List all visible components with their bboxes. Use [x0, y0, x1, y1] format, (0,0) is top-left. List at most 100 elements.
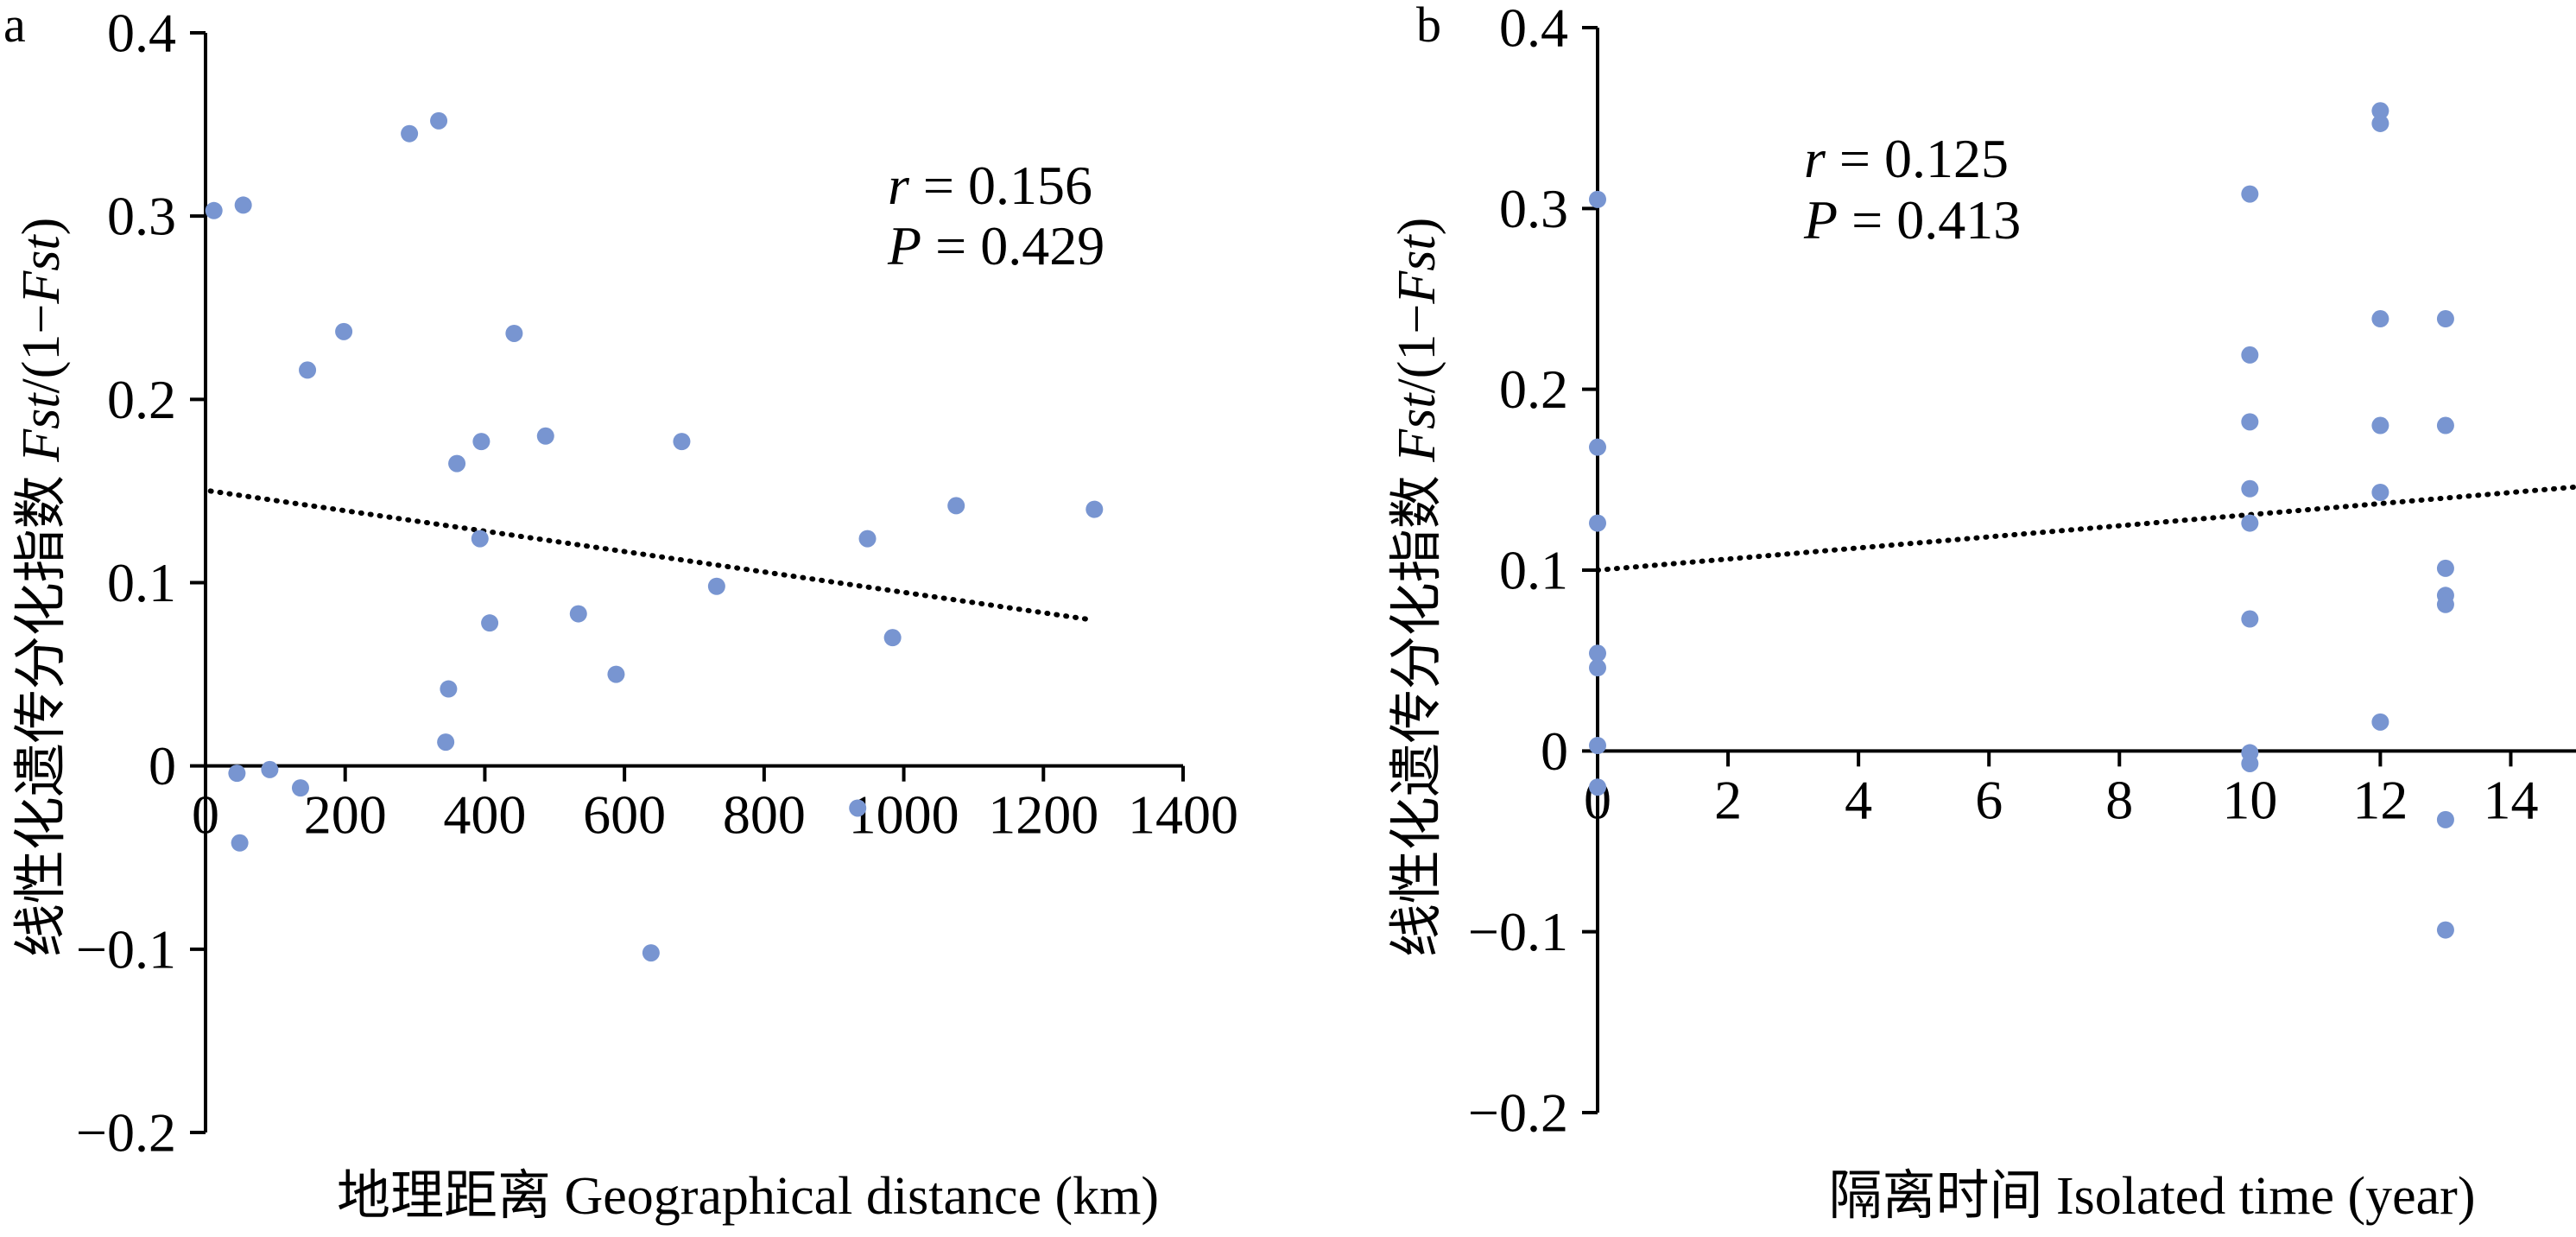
stat-symbol: r	[888, 155, 910, 216]
x-tick-label: 800	[723, 784, 806, 846]
data-point	[401, 124, 419, 143]
stat-annotation: P = 0.429	[887, 215, 1104, 276]
y-axis-label: 线性化遗传分化指数 Fst/(1−Fst)	[1388, 218, 1446, 957]
data-point	[2371, 416, 2389, 435]
data-point	[261, 760, 279, 778]
stat-value: = 0.156	[909, 155, 1092, 216]
data-point	[1589, 644, 1606, 663]
stat-annotation: P = 0.413	[1803, 189, 2021, 251]
data-point	[2371, 483, 2389, 501]
x-tick-label: 0	[192, 784, 219, 846]
data-point	[673, 433, 691, 451]
data-point	[2371, 102, 2389, 120]
y-axis-label-part: Fst	[12, 234, 71, 305]
y-tick-label: 0	[149, 735, 176, 796]
y-axis-label-part: Fst	[1388, 234, 1446, 305]
data-point	[291, 779, 309, 797]
data-point	[2436, 921, 2454, 939]
data-point	[1085, 500, 1104, 518]
x-tick-label: 1400	[1128, 784, 1238, 846]
data-point	[481, 614, 499, 632]
x-tick-label: 1000	[849, 784, 959, 846]
data-point	[707, 577, 725, 595]
x-axis-label: 隔离时间 Isolated time (year)	[1829, 1167, 2476, 1226]
data-point	[2241, 346, 2259, 364]
data-point	[569, 605, 587, 623]
x-tick-label: 200	[304, 784, 387, 846]
y-tick-label: 0.2	[107, 369, 176, 430]
y-tick-label: 0.4	[1499, 0, 1568, 59]
data-point	[2436, 810, 2454, 828]
data-point	[1589, 737, 1606, 755]
x-tick-label: 6	[1975, 769, 2003, 830]
scatter-series	[205, 111, 1104, 962]
data-point	[2436, 416, 2454, 435]
data-point	[2241, 185, 2259, 203]
data-point	[472, 433, 491, 451]
y-axis-label-part: 线性化遗传分化指数	[1388, 462, 1446, 958]
y-tick-label: 0.3	[1499, 178, 1568, 239]
stat-value: = 0.413	[1838, 189, 2021, 251]
x-tick-label: 600	[583, 784, 666, 846]
data-point	[228, 764, 246, 783]
data-point	[536, 427, 554, 445]
data-point	[231, 834, 249, 852]
y-tick-label: 0.1	[107, 552, 176, 613]
y-axis-label-part: /(1−	[1388, 304, 1446, 394]
stat-symbol: r	[1804, 128, 1826, 189]
x-tick-label: 2	[1714, 769, 1742, 830]
panel-label: b	[1416, 0, 1441, 53]
stat-annotation: r = 0.125	[1804, 128, 2009, 189]
data-point	[642, 944, 660, 962]
trend-line	[207, 488, 1092, 622]
panel-b: b 0.4 0.3 0.2 0.1 0 −0.1 −0.2 0 2 4 6 8 10 12 14 线性化遗传分化…	[1388, 0, 2576, 1226]
data-point	[2241, 479, 2259, 498]
y-axis-label-part: /(1−	[12, 304, 71, 394]
stat-value: = 0.429	[921, 215, 1104, 276]
data-point	[437, 733, 455, 752]
y-axis-label-part: )	[1388, 218, 1446, 236]
x-tick-label: 0	[1584, 769, 1611, 830]
data-point	[505, 324, 523, 342]
x-axis-label: 地理距离 Geographical distance (km)	[337, 1167, 1159, 1226]
data-point	[430, 111, 448, 130]
data-point	[858, 530, 877, 548]
y-axis-label-part: Fst	[12, 392, 71, 463]
data-point	[607, 665, 625, 683]
x-tick-label: 1200	[988, 784, 1098, 846]
data-point	[2241, 610, 2259, 628]
y-tick-label: −0.1	[76, 918, 176, 980]
data-point	[2436, 595, 2454, 613]
y-axis-label: 线性化遗传分化指数 Fst/(1−Fst)	[12, 218, 71, 957]
data-point	[448, 454, 466, 473]
x-tick-label: 14	[2483, 769, 2538, 830]
data-point	[440, 680, 458, 698]
data-point	[1589, 659, 1606, 677]
y-tick-label: −0.2	[76, 1102, 176, 1164]
data-point	[234, 196, 252, 214]
data-point	[883, 629, 902, 647]
y-tick-label: −0.1	[1468, 901, 1568, 962]
trend-line	[1595, 484, 2576, 573]
data-point	[205, 201, 223, 219]
stat-symbol: P	[887, 215, 921, 276]
data-point	[1589, 438, 1606, 456]
x-tick-label: 4	[1845, 769, 1872, 830]
data-point	[2371, 310, 2389, 328]
stat-symbol: P	[1803, 189, 1838, 251]
y-axis-label-part: 线性化遗传分化指数	[12, 462, 71, 958]
x-tick-label: 12	[2352, 769, 2408, 830]
data-point	[849, 799, 867, 817]
data-point	[2436, 310, 2454, 328]
stat-annotation: r = 0.156	[888, 155, 1092, 216]
data-point	[1589, 778, 1606, 796]
panel-a: a 0.4 0.3 0.2 0.1 0 −0.1 −0.2 0 200 400 600 800 1000 1…	[3, 0, 1238, 1226]
y-tick-label: 0.1	[1499, 540, 1568, 601]
x-tick-label: 10	[2222, 769, 2277, 830]
data-point	[299, 361, 317, 379]
y-axis-label-part: Fst	[1388, 392, 1446, 463]
data-point	[2436, 559, 2454, 577]
data-point	[2371, 713, 2389, 731]
data-point	[471, 530, 489, 548]
y-tick-label: 0.4	[107, 3, 176, 64]
